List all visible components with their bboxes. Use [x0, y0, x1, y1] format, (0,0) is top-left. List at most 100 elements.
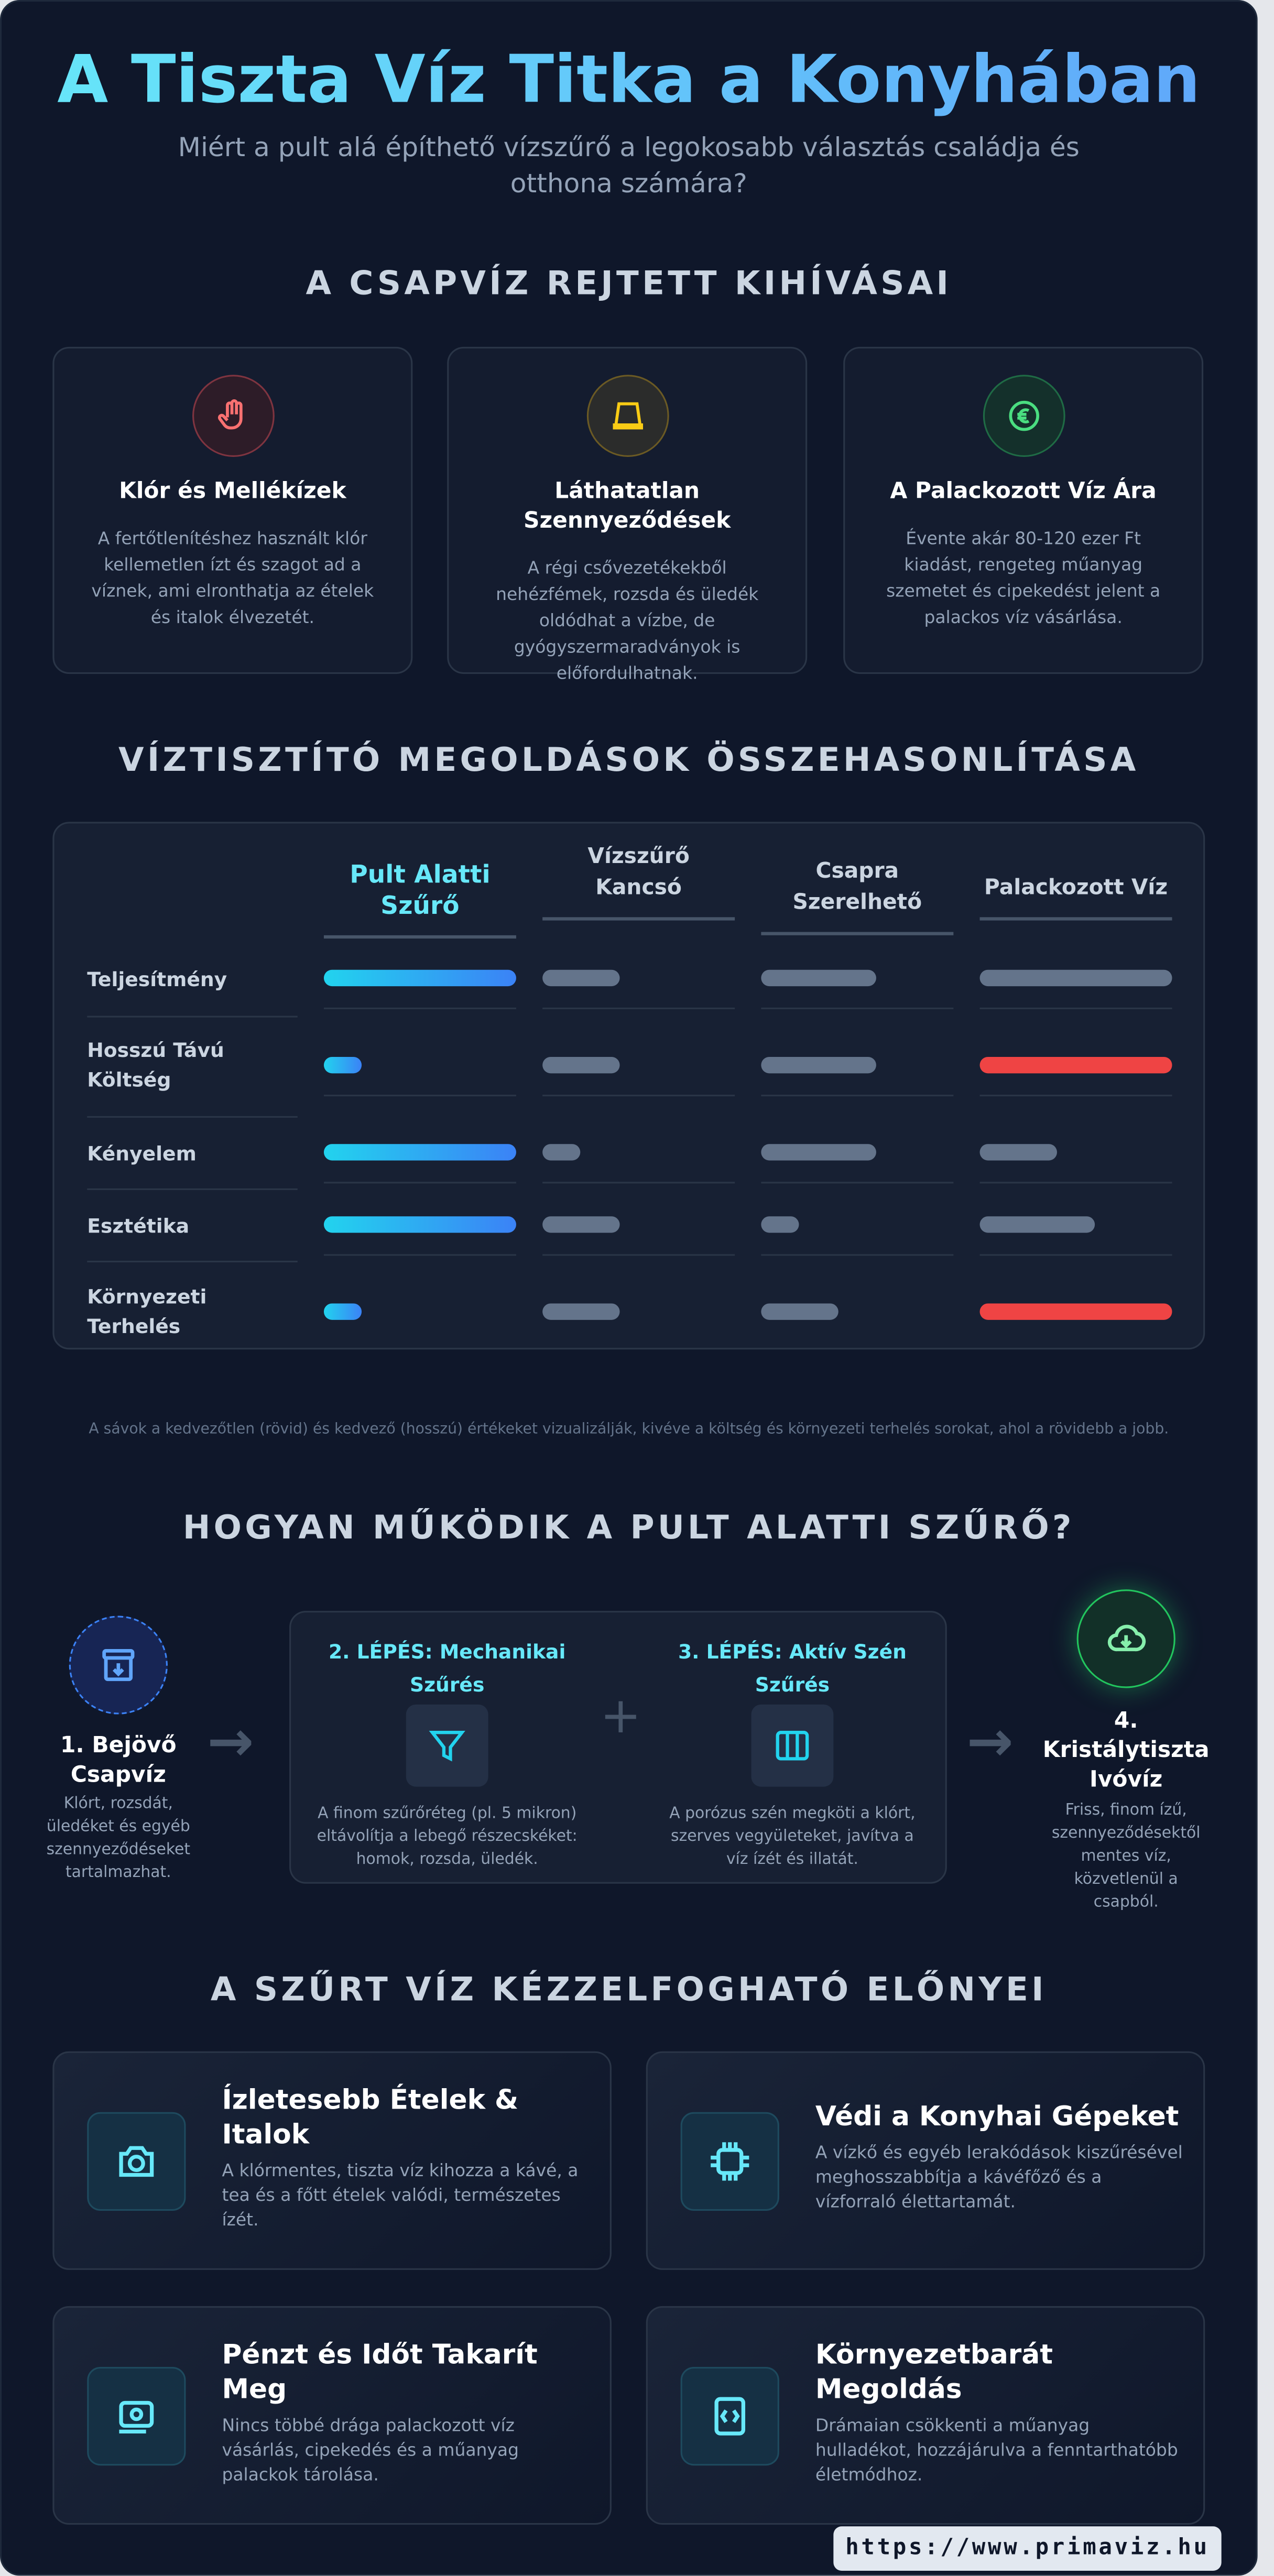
benefit-title: Környezetbarát Megoldás [815, 2338, 1053, 2404]
benefit-text: Ízletesebb Ételek & Italok A klórmentes,… [222, 2053, 593, 2268]
row-label: Kényelem [87, 1142, 197, 1165]
challenge-card: A Palackozott Víz Ára Évente akár 80-120… [843, 346, 1204, 674]
score-bar [542, 1056, 619, 1074]
row-label: Környezeti Terhelés [87, 1285, 207, 1338]
benefit-card: Pénzt és Időt Takarít Meg Nincs többé dr… [52, 2306, 612, 2525]
cell-divider [979, 1007, 1172, 1009]
score-bar [323, 969, 516, 987]
benefit-text: Pénzt és Időt Takarít Meg Nincs többé dr… [222, 2308, 593, 2523]
benefits-heading: A SZŰRT VÍZ KÉZZELFOGHATÓ ELŐNYEI [210, 1969, 1047, 2009]
row-divider [87, 1260, 298, 1263]
inbox-download-icon [69, 1616, 168, 1715]
challenges-heading: A CSAPVÍZ REJTETT KIHÍVÁSAI [306, 263, 952, 303]
page-subtitle: Miért a pult alá építhető vízszűrő a leg… [178, 131, 1080, 199]
comparison-footnote: A sávok a kedvezőtlen (rövid) és kedvező… [89, 1422, 1169, 1438]
carbon-block-icon [751, 1704, 834, 1787]
cell-divider [542, 1182, 735, 1184]
score-bar [323, 1216, 516, 1233]
row-divider [87, 1188, 298, 1191]
benefit-text: Védi a Konyhai Gépeket A vízkő és egyéb … [815, 2053, 1187, 2268]
cell-divider [761, 1007, 954, 1009]
bucket-icon [586, 375, 669, 457]
challenge-desc: Évente akár 80-120 ezer Ft kiadást, reng… [886, 529, 1161, 628]
benefit-title: Pénzt és Időt Takarít Meg [222, 2338, 538, 2404]
benefit-desc: Drámaian csökkenti a műanyag hulladékot,… [815, 2415, 1178, 2485]
comparison-heading: VÍZTISZTÍTÓ MEGOLDÁSOK ÖSSZEHASONLÍTÁSA [118, 739, 1139, 779]
benefit-desc: A klórmentes, tiszta víz kihozza a kávé,… [222, 2160, 579, 2230]
euro-icon [982, 375, 1065, 457]
challenge-desc: A régi csővezetékekből nehézfémek, rozsd… [496, 559, 759, 684]
score-bar [542, 1303, 619, 1320]
challenge-desc: A fertőtlenítéshez használt klór kelleme… [91, 529, 374, 628]
cell-divider [542, 1095, 735, 1097]
score-bar [979, 1144, 1057, 1161]
row-divider [87, 1116, 298, 1118]
benefit-card: Ízletesebb Ételek & Italok A klórmentes,… [52, 2051, 612, 2270]
score-bar [761, 1303, 839, 1320]
score-bar [979, 1303, 1172, 1320]
comparison-table: Pult Alatti Szűrő Vízszűrő Kancsó Csapra S… [52, 822, 1205, 1350]
challenge-card: Láthatatlan Szennyeződések A régi csővez… [447, 346, 808, 684]
challenge-title: A Palackozott Víz Ára [890, 478, 1157, 505]
step4-desc: Friss, finom ízű, szennyeződésektől ment… [1051, 1801, 1201, 1912]
benefit-card: Környezetbarát Megoldás Drámaian csökken… [646, 2306, 1205, 2525]
score-bar [979, 1216, 1095, 1233]
step2-desc: A finom szűrőréteg (pl. 5 mikron) eltávo… [317, 1805, 578, 1869]
arrow-right-icon: → [966, 1709, 1014, 1775]
cell-divider [761, 1254, 954, 1256]
row-label: Esztétika [87, 1215, 190, 1238]
filter-funnel-icon [406, 1704, 488, 1787]
row-label: Hosszú Távú Költség [87, 1039, 224, 1091]
cell-divider [323, 1007, 516, 1009]
step1-desc: Klórt, rozsdát, üledéket és egyéb szenny… [46, 1795, 191, 1882]
cell-divider [979, 1254, 1172, 1256]
filter-stages-box: 2. LÉPÉS: Mechanikai Szűrés A finom szűr… [289, 1611, 947, 1884]
process-heading: HOGYAN MŰKÖDIK A PULT ALATTI SZŰRŐ? [182, 1507, 1075, 1547]
score-bar [761, 1144, 877, 1161]
cell-divider [979, 1095, 1172, 1097]
step3-title: 3. LÉPÉS: Aktív Szén Szűrés [678, 1640, 907, 1697]
challenge-title: Klór és Mellékízek [119, 478, 346, 505]
step4-title: 4. Kristálytiszta Ivóvíz [1042, 1708, 1210, 1794]
column-header: Palackozott Víz [979, 873, 1172, 921]
benefit-title: Ízletesebb Ételek & Italok [222, 2083, 519, 2149]
column-header: Vízszűrő Kancsó [542, 842, 735, 921]
cell-divider [979, 1182, 1172, 1184]
score-bar [542, 969, 619, 987]
challenge-card: Klór és Mellékízek A fertőtlenítéshez ha… [52, 346, 413, 674]
score-bar [542, 1144, 581, 1161]
column-header: Pult Alatti Szűrő [323, 860, 516, 939]
benefit-card: Védi a Konyhai Gépeket A vízkő és egyéb … [646, 2051, 1205, 2270]
cloud-download-icon [1076, 1589, 1175, 1688]
score-bar [979, 1056, 1172, 1074]
score-bar [542, 1216, 619, 1233]
challenge-title: Láthatatlan Szennyeződések [523, 478, 731, 534]
cell-divider [323, 1182, 516, 1184]
score-bar [323, 1303, 363, 1320]
cell-divider [542, 1007, 735, 1009]
benefit-title: Védi a Konyhai Gépeket [815, 2100, 1179, 2132]
column-header: Csapra Szerelhető [761, 856, 954, 935]
plus-icon: + [600, 1688, 641, 1746]
camera-icon [87, 2112, 186, 2211]
row-label: Teljesítmény [87, 968, 227, 991]
arrow-right-icon: → [207, 1709, 254, 1775]
page-title: A Tiszta Víz Titka a Konyhában [0, 43, 1258, 118]
cell-divider [542, 1254, 735, 1256]
row-divider [87, 1016, 298, 1018]
cell-divider [323, 1254, 516, 1256]
score-bar [979, 969, 1172, 987]
step1-title: 1. Bejövő Csapvíz [60, 1732, 177, 1788]
score-bar [761, 969, 877, 987]
code-icon [680, 2366, 779, 2466]
cell-divider [761, 1182, 954, 1184]
benefit-text: Környezetbarát Megoldás Drámaian csökken… [815, 2308, 1187, 2523]
cell-divider [323, 1095, 516, 1097]
hand-icon [191, 375, 274, 457]
money-icon [87, 2366, 186, 2466]
step2-title: 2. LÉPÉS: Mechanikai Szűrés [328, 1640, 566, 1697]
website-url-link[interactable]: https://www.primaviz.hu [833, 2526, 1222, 2571]
score-bar [761, 1056, 877, 1074]
benefit-desc: A vízkő és egyéb lerakódások kiszűréséve… [815, 2143, 1183, 2213]
chip-icon [680, 2112, 779, 2211]
